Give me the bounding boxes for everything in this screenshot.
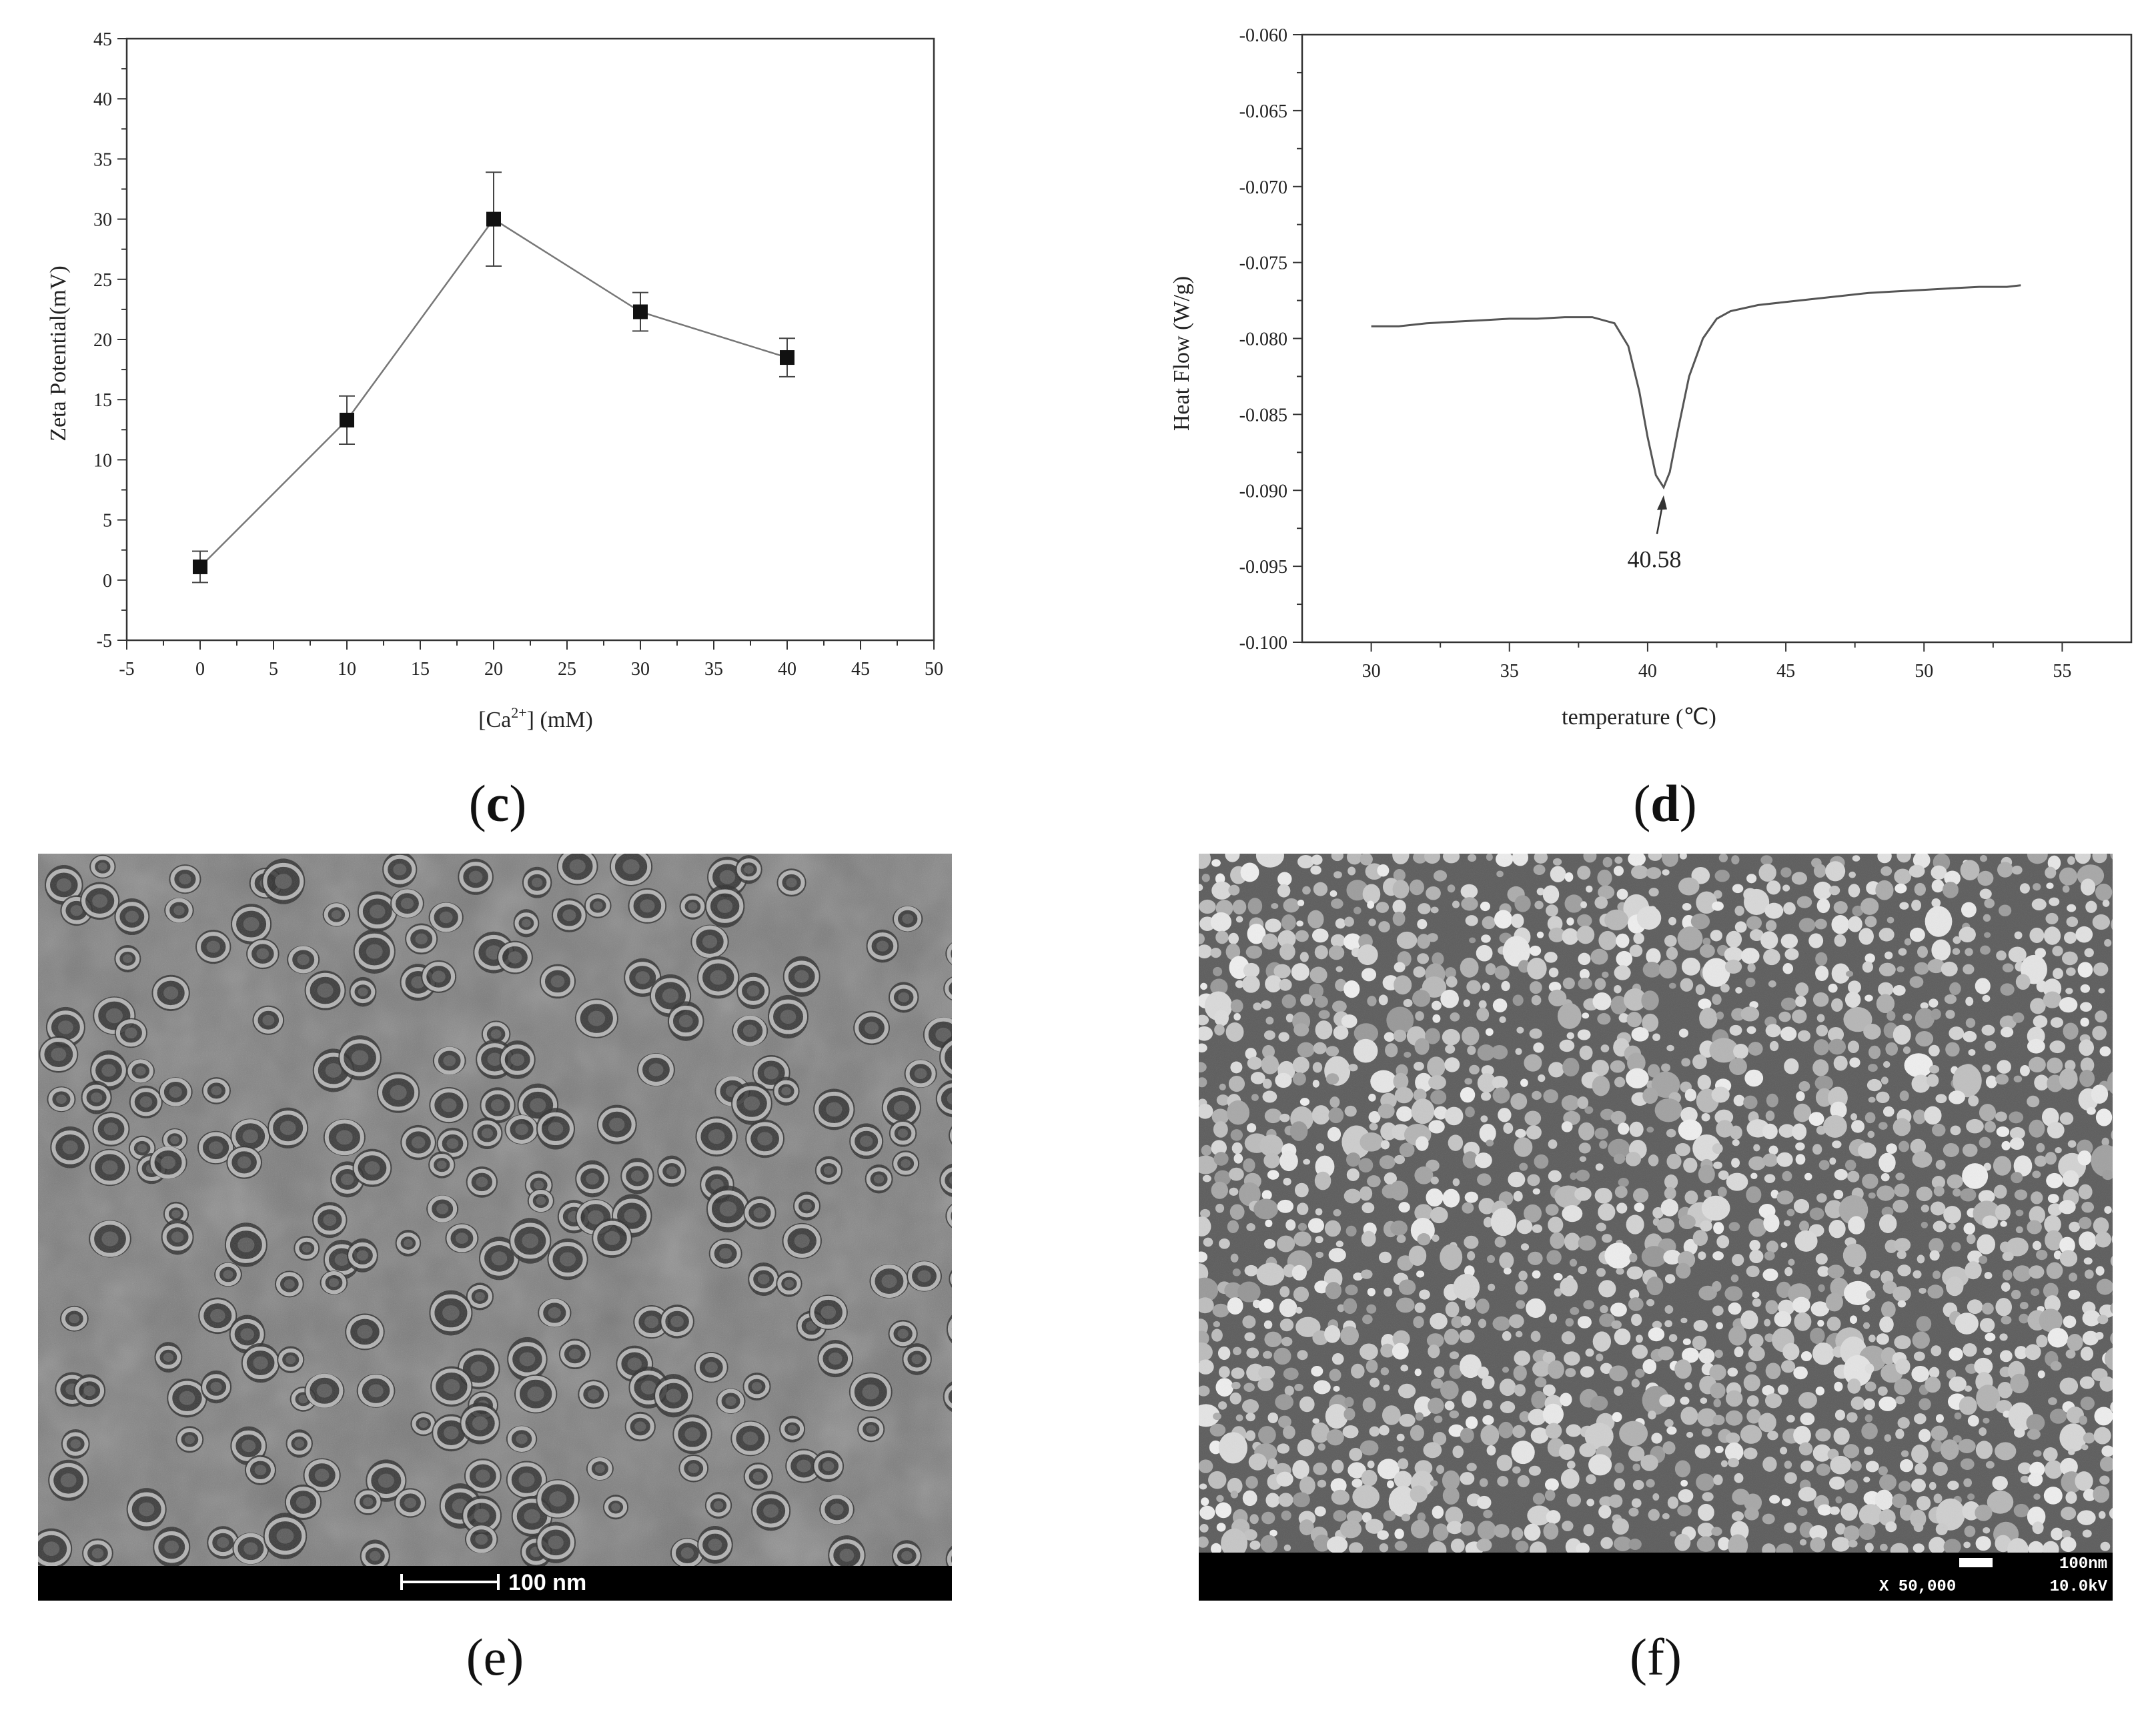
chart-c-ytick-label: 0 — [103, 571, 112, 592]
chart-d-ytick-label: -0.090 — [1239, 481, 1287, 502]
chart-c-xtick-label: 50 — [925, 659, 943, 680]
chart-c-ytick-label: 20 — [93, 330, 112, 351]
panel-label-c: (c) — [468, 774, 527, 832]
voltage-text: 10.0kV — [2049, 1578, 2107, 1596]
chart-d-frame — [1301, 33, 2133, 644]
chart-d-xtick-label: 40 — [1638, 661, 1657, 682]
scale-bar-f-text: 100nm — [2059, 1555, 2107, 1573]
chart-c-xtick-label: 15 — [411, 659, 430, 680]
chart-c-zeta-potential: -5 0 5 10 15 20 25 30 35 40 45 50 -5 0 5 10 15 20 25 30 35 40… — [46, 29, 943, 732]
chart-c-ytick-label: 30 — [93, 210, 112, 231]
chart-c-xtick-label: 5 — [269, 659, 278, 680]
chart-c-ytick-label: 15 — [93, 390, 112, 411]
chart-d-annotation-label: 40.58 — [1627, 546, 1681, 573]
panel-e-tem-image: 100 nm — [38, 854, 952, 1601]
chart-c-xtick-label: -5 — [119, 659, 134, 680]
chart-c-point — [780, 350, 794, 365]
chart-d-ytick-label: -0.065 — [1239, 101, 1287, 122]
chart-c-xtick-label: 25 — [558, 659, 576, 680]
chart-d-ytick-label: -0.075 — [1239, 253, 1287, 274]
chart-c-xlabel: [Ca2+] (mM) — [478, 704, 593, 732]
chart-d-ytick-label: -0.070 — [1239, 177, 1287, 198]
chart-c-ytick-label: 35 — [93, 149, 112, 170]
chart-c-ytick-label: 40 — [93, 89, 112, 110]
chart-d-arrow-head — [1656, 495, 1667, 510]
chart-d-ytick-label: -0.060 — [1239, 25, 1287, 46]
chart-c-ytick-label: 45 — [93, 29, 112, 50]
panel-f-sem-image: 100nm X 50,000 10.0kV — [1199, 854, 2113, 1601]
magnification-text: X 50,000 — [1879, 1578, 1957, 1596]
chart-c-point — [486, 211, 501, 227]
sem-micrograph — [1199, 854, 2113, 1601]
chart-d-xtick-label: 35 — [1500, 661, 1519, 682]
chart-c-ylabel: Zeta Potential(mV) — [46, 265, 71, 441]
chart-d-xtick-label: 30 — [1362, 661, 1381, 682]
chart-c-point — [633, 304, 648, 319]
chart-d-xlabel: temperature (℃) — [1562, 705, 1716, 730]
chart-d-xtick-label: 55 — [2053, 661, 2071, 682]
chart-c-xtick-label: 20 — [484, 659, 503, 680]
chart-d-heat-flow: 30 35 40 45 50 55 -0.060 -0.065 -0.070 -0.075 -0.0… — [1169, 25, 2133, 730]
chart-d-series-line — [1371, 284, 2021, 490]
sem-info-bar: 100nm X 50,000 10.0kV — [1199, 1553, 2113, 1601]
panel-label-e: (e) — [466, 1628, 524, 1686]
chart-d-ytick-label: -0.095 — [1239, 557, 1287, 578]
chart-d-ytick-label: -0.080 — [1239, 329, 1287, 350]
scale-bar-e: 100 nm — [38, 1566, 952, 1601]
chart-d-ytick-label: -0.085 — [1239, 405, 1287, 425]
tem-micrograph — [38, 854, 952, 1601]
chart-c-xtick-label: 45 — [851, 659, 870, 680]
chart-c-xtick-label: 35 — [704, 659, 723, 680]
chart-c-xtick-label: 10 — [338, 659, 356, 680]
chart-c-xtick-label: 0 — [195, 659, 205, 680]
chart-d-xtick-label: 45 — [1776, 661, 1795, 682]
chart-c-xtick-label: 40 — [778, 659, 796, 680]
chart-c-ytick-label: -5 — [97, 631, 112, 652]
chart-c-ytick-label: 5 — [103, 511, 112, 532]
chart-c-point — [340, 412, 354, 428]
scale-bar-f — [1959, 1558, 1993, 1567]
panel-label-d: (d) — [1633, 774, 1697, 832]
chart-c-series-line — [199, 217, 788, 568]
chart-d-ytick-label: -0.100 — [1239, 633, 1287, 654]
chart-c-xtick-label: 30 — [631, 659, 650, 680]
panel-label-f: (f) — [1630, 1628, 1682, 1686]
scale-bar-line — [402, 1581, 498, 1583]
chart-c-ytick-label: 10 — [93, 450, 112, 471]
chart-c-frame — [125, 37, 935, 642]
chart-c-point — [193, 559, 207, 574]
chart-c-ytick-label: 25 — [93, 270, 112, 291]
scale-bar-text: 100 nm — [508, 1570, 587, 1595]
chart-d-xtick-label: 50 — [1915, 661, 1933, 682]
chart-d-ylabel: Heat Flow (W/g) — [1169, 276, 1194, 431]
